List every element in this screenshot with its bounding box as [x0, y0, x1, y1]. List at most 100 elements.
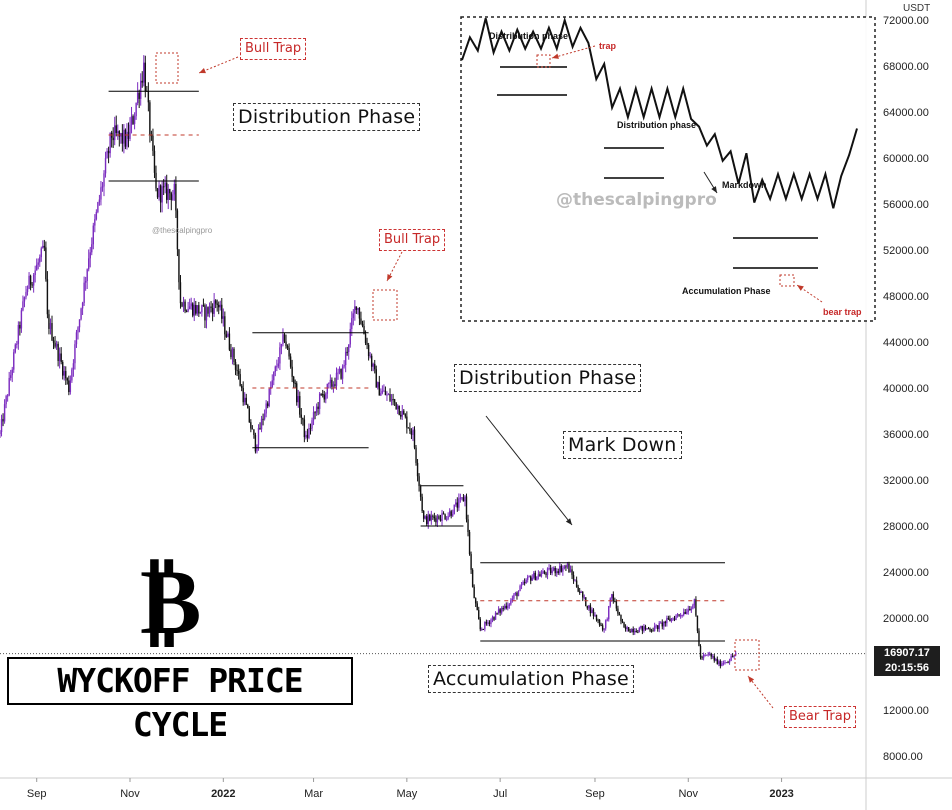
candle-body [676, 614, 679, 616]
candle-body [45, 247, 47, 280]
candle-body [433, 516, 436, 519]
candle-body [207, 307, 209, 314]
candle-body [184, 301, 186, 311]
candle-body [66, 378, 68, 381]
candle-body [597, 619, 599, 621]
candle-body [577, 586, 579, 592]
candle-body [730, 656, 732, 661]
candle-body [663, 621, 665, 627]
candle-body [340, 368, 342, 379]
candle-body [374, 363, 376, 370]
candle-body [624, 627, 627, 630]
candle-body [400, 414, 402, 417]
candle-body [169, 189, 171, 194]
candle-body [383, 390, 385, 392]
candle-body [118, 131, 121, 137]
candle-body [74, 344, 76, 364]
candle-body [14, 344, 16, 353]
candle-body [227, 333, 229, 337]
candle-body [686, 612, 688, 614]
inset-bear-trap-box [779, 274, 795, 287]
candle-body [11, 369, 13, 376]
candle-body [575, 580, 578, 587]
current-price-tag: 16907.17 [874, 646, 940, 661]
candle-body [664, 621, 667, 624]
candle-body [468, 532, 471, 555]
candle-body [349, 328, 351, 345]
candle-body [380, 393, 382, 396]
inset-markdown-label: Markdown [722, 180, 767, 190]
candle-body [322, 394, 324, 396]
candle-body [432, 515, 434, 517]
candle-body [430, 515, 433, 521]
candle-body [461, 497, 463, 499]
candle-body [415, 447, 417, 463]
candle-body [262, 418, 264, 420]
candle-body [530, 576, 532, 581]
candle-body [188, 306, 191, 309]
candle-body [669, 618, 671, 622]
candle-body [325, 393, 327, 400]
candle-body [635, 631, 637, 633]
candle-body [222, 316, 225, 319]
candle-body [588, 605, 590, 609]
candle-body [92, 225, 94, 245]
candle-body [583, 597, 585, 599]
candle-body [649, 628, 651, 631]
candle-body [520, 584, 523, 586]
candle-body [395, 402, 397, 410]
y-tick-label: 44000.00 [883, 337, 929, 349]
candle-body [224, 316, 226, 335]
candle-body [534, 572, 537, 581]
candle-body [77, 327, 79, 333]
candle-body [713, 656, 715, 661]
candle-body [598, 619, 601, 626]
candle-body [181, 303, 183, 307]
candle-body [328, 383, 330, 385]
candle-body [387, 394, 390, 396]
candle-body [569, 569, 572, 573]
candle-body [213, 300, 215, 314]
candle-body [615, 601, 618, 609]
candle-body [705, 654, 708, 656]
candle-body [618, 613, 621, 615]
candle-body [277, 363, 280, 367]
candle-body [647, 628, 650, 630]
y-tick-label: 56000.00 [883, 199, 929, 211]
x-tick-label: 2023 [769, 788, 793, 800]
candle-body [166, 182, 168, 200]
candle-body [731, 656, 734, 658]
candle-body [254, 434, 257, 452]
bull-trap-arrow-1 [198, 56, 239, 74]
candle-body [152, 135, 154, 151]
candle-body [117, 131, 119, 134]
candle-body [161, 186, 163, 203]
candle-body [554, 567, 556, 574]
candle-body [493, 617, 495, 620]
inset-markdown-arrow-head [711, 186, 717, 193]
candle-body [620, 614, 622, 622]
candle-body [259, 427, 261, 430]
candle-body [578, 591, 581, 593]
candle-body [225, 334, 228, 337]
candle-body [193, 304, 195, 316]
candle-body [34, 270, 36, 275]
candle-body [476, 603, 478, 611]
candle-body [474, 598, 477, 604]
candle-body [86, 269, 88, 282]
candle-body [556, 571, 558, 574]
candle-body [16, 343, 18, 345]
inset-distribution-label-2: Distribution phase [617, 120, 697, 130]
candle-body [320, 393, 322, 395]
candle-body [150, 135, 153, 137]
candle-body [722, 663, 725, 665]
bear-trap-arrow [747, 675, 774, 709]
candle-body [372, 363, 374, 367]
x-tick-label: Sep [27, 788, 47, 800]
candle-body [348, 344, 350, 353]
candle-body [689, 609, 691, 611]
candle-body [435, 518, 437, 523]
candle-body [51, 323, 53, 341]
candle-body [10, 375, 12, 378]
